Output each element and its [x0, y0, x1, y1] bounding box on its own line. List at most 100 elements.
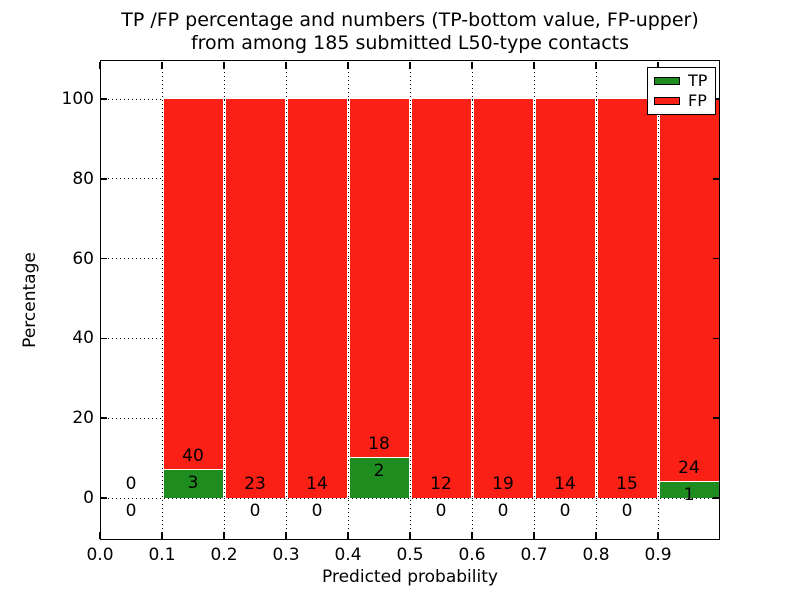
y-tick-mark — [100, 497, 107, 499]
y-tick-mark — [713, 337, 720, 340]
x-tick-mark — [285, 531, 287, 539]
x-tick-mark — [347, 531, 349, 539]
x-tick-mark — [347, 61, 349, 69]
y-tick-mark — [713, 417, 720, 419]
fp-bar-segment — [659, 99, 719, 481]
y-tick-mark — [100, 178, 107, 180]
x-tick-label: 0.3 — [272, 545, 300, 565]
x-gridline — [161, 60, 163, 540]
x-tick-label: 0.8 — [582, 545, 610, 565]
x-tick-mark — [595, 531, 597, 539]
fp-count-label: 15 — [616, 474, 638, 494]
tp-count-label: 0 — [311, 501, 323, 521]
x-tick-mark — [471, 531, 473, 539]
x-tick-label: 0.0 — [86, 545, 114, 565]
tp-count-label: 0 — [497, 501, 509, 521]
y-tick-mark — [100, 337, 107, 340]
x-tick-mark — [533, 61, 535, 69]
fp-bar-segment — [411, 99, 471, 498]
x-tick-mark — [223, 61, 225, 69]
x-tick-label: 0.9 — [644, 545, 672, 565]
fp-bar-segment — [535, 99, 595, 498]
fp-count-label: 23 — [244, 474, 266, 494]
legend-item-fp: FP — [654, 92, 709, 110]
fp-bar-segment — [163, 99, 223, 469]
tp-count-label: 2 — [373, 461, 385, 482]
legend: TP FP — [647, 67, 716, 115]
tp-bar-segment — [659, 482, 719, 498]
y-tick-label: 60 — [72, 248, 94, 269]
tp-bar-segment — [163, 470, 223, 498]
fp-count-label: 18 — [368, 434, 390, 455]
x-tick-label: 0.1 — [148, 545, 176, 565]
x-tick-mark — [595, 61, 597, 69]
y-axis-label: Percentage — [20, 252, 40, 348]
x-gridline — [285, 60, 287, 540]
x-tick-mark — [657, 61, 659, 69]
x-tick-mark — [99, 61, 101, 69]
fp-bar-segment — [287, 99, 347, 498]
tp-count-label: 0 — [435, 501, 447, 521]
x-gridline — [223, 60, 225, 540]
fp-count-label: 40 — [182, 446, 204, 467]
legend-label-fp: FP — [688, 91, 707, 110]
x-axis-label: Predicted probability — [322, 567, 498, 587]
y-tick-label: 40 — [72, 328, 94, 349]
y-tick-label: 80 — [72, 168, 94, 189]
x-tick-mark — [99, 531, 101, 539]
fp-count-label: 14 — [554, 474, 576, 494]
x-gridline — [409, 60, 411, 540]
y-tick-mark — [713, 98, 720, 100]
legend-item-tp: TP — [654, 72, 709, 90]
y-tick-label: 100 — [61, 89, 94, 109]
y-tick-mark — [713, 178, 720, 180]
y-tick-mark — [100, 417, 107, 419]
fp-count-label: 12 — [430, 474, 452, 494]
x-tick-label: 0.5 — [396, 545, 424, 565]
x-tick-mark — [471, 61, 473, 69]
y-tick-mark — [713, 257, 720, 260]
tp-count-label: 3 — [187, 473, 199, 494]
x-tick-mark — [285, 61, 287, 69]
x-tick-mark — [223, 531, 225, 539]
x-gridline — [471, 60, 473, 540]
tp-count-label: 1 — [683, 485, 695, 506]
x-tick-mark — [409, 61, 411, 69]
tp-count-label: 0 — [249, 501, 261, 521]
x-gridline — [347, 60, 349, 540]
y-tick-mark — [713, 497, 720, 499]
tp-swatch-icon — [654, 77, 680, 85]
x-tick-mark — [409, 531, 411, 539]
x-gridline — [533, 60, 535, 540]
fp-bar-segment — [349, 99, 409, 457]
y-tick-mark — [100, 98, 107, 100]
x-tick-label: 0.4 — [334, 545, 362, 565]
fp-count-label: 0 — [125, 474, 137, 494]
x-tick-label: 0.7 — [520, 545, 548, 565]
x-gridline — [595, 60, 597, 540]
fp-swatch-icon — [654, 97, 680, 105]
fp-bar-segment — [225, 99, 285, 498]
tp-count-label: 0 — [125, 501, 137, 521]
x-tick-label: 0.2 — [210, 545, 238, 565]
x-tick-mark — [161, 531, 163, 539]
chart-title-line1: TP /FP percentage and numbers (TP-bottom… — [121, 9, 699, 31]
fp-bar-segment — [473, 99, 533, 498]
x-tick-mark — [657, 531, 659, 539]
x-tick-mark — [533, 531, 535, 539]
y-tick-label: 20 — [72, 408, 94, 429]
fp-count-label: 14 — [306, 474, 328, 494]
x-gridline — [657, 60, 659, 540]
tp-count-label: 0 — [621, 501, 633, 521]
x-tick-label: 0.6 — [458, 545, 486, 565]
tp-count-label: 0 — [559, 501, 571, 521]
fp-count-label: 24 — [678, 458, 700, 479]
y-tick-label: 0 — [83, 488, 94, 508]
fp-count-label: 19 — [492, 474, 514, 494]
chart-title-line2: from among 185 submitted L50-type contac… — [190, 32, 630, 54]
fp-bar-segment — [597, 99, 657, 498]
chart-title: TP /FP percentage and numbers (TP-bottom… — [100, 9, 720, 55]
tp-bar-segment — [349, 458, 409, 498]
x-tick-mark — [161, 61, 163, 69]
